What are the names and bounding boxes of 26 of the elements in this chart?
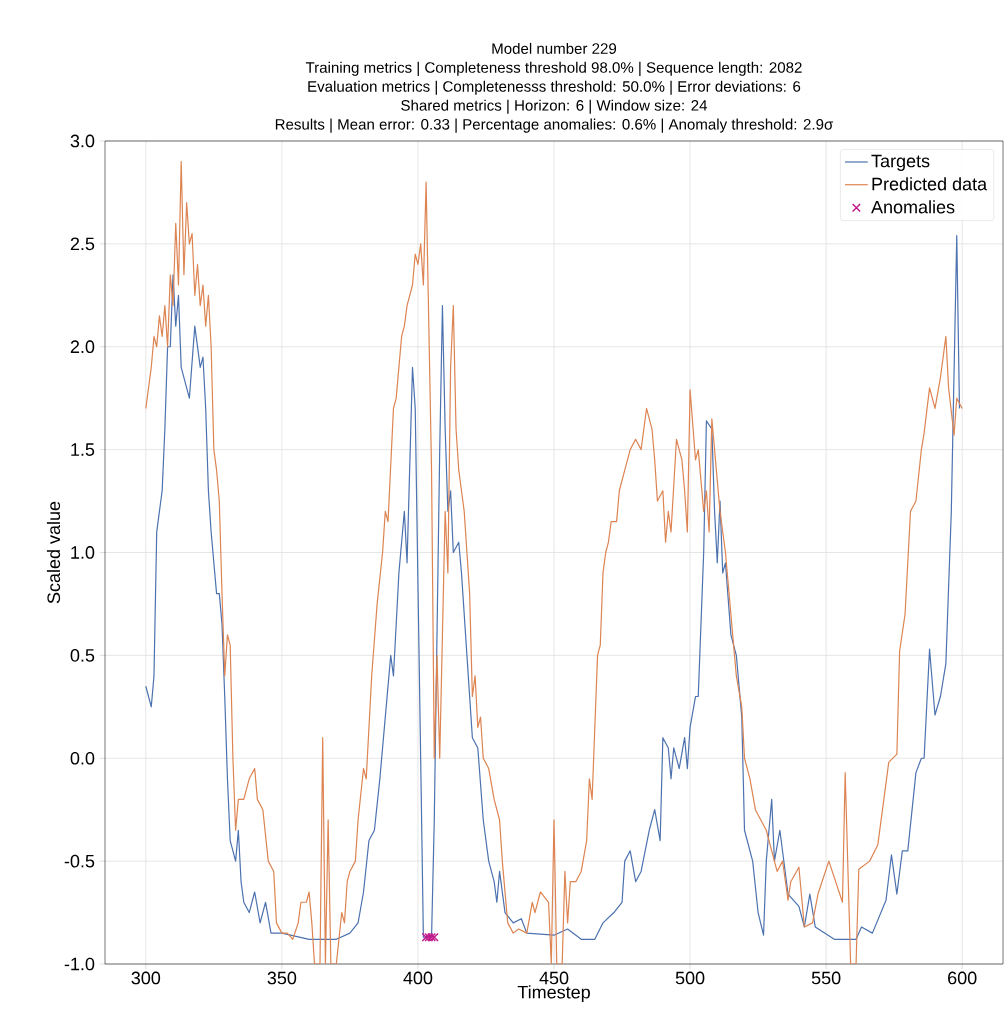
x-tick-label: 500: [675, 971, 705, 985]
chart-title: Model number 229: [492, 42, 617, 54]
y-tick-label: 1.5: [71, 443, 95, 456]
text: Evaluation metrics | Completenesss threshold: 50.0% | Error deviations: 6: [308, 80, 801, 95]
y-tick-label: 0.5: [70, 649, 95, 662]
x-tick-label: 450: [539, 971, 569, 985]
x-axis-title: Timestep: [517, 985, 590, 1003]
x-tick-label: 600: [948, 971, 977, 985]
legend-label: Targets: [871, 154, 930, 171]
y-tick-label: 0.0: [70, 751, 95, 765]
y-tick-label: 1.0: [71, 546, 95, 559]
text: Results | Mean error: 0.33 | Percentage anomalies: 0.6% | Anomaly threshold: 2.9σ: [275, 118, 834, 133]
text: Shared metrics | Horizon: 6 | Window size: 24: [401, 99, 708, 114]
x-tick-label: 400: [403, 971, 433, 985]
y-tick-label: -0.5: [64, 854, 95, 868]
x-tick-label: 550: [811, 971, 841, 985]
legend-label: Anomalies: [871, 200, 955, 214]
x-tick-label: 300: [131, 971, 161, 985]
legend-label: Predicted data: [872, 177, 988, 191]
y-tick-label: -1.0: [64, 957, 95, 971]
y-axis-title: Scaled value: [46, 501, 61, 604]
y-tick-label: 3.0: [70, 134, 95, 148]
text: Training metrics | Completeness threshold 98.0% | Sequence length: 2082: [305, 61, 802, 76]
y-tick-label: 2.5: [70, 237, 95, 251]
x-tick-label: 350: [267, 971, 297, 985]
y-tick-label: 2.0: [70, 340, 95, 354]
